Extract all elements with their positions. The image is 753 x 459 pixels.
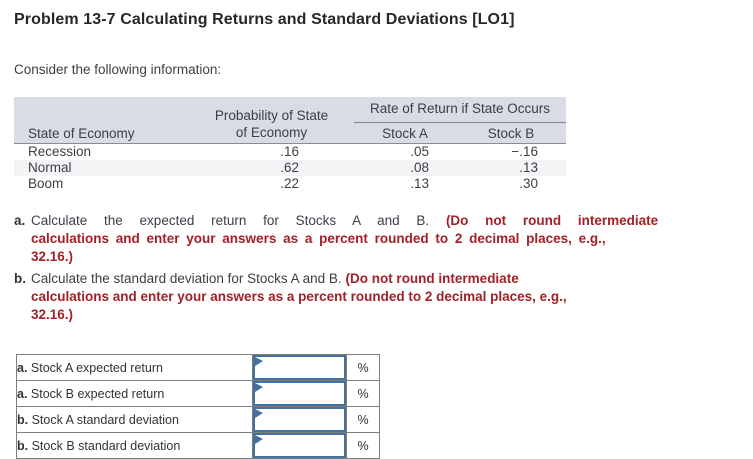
- answer-label: b. Stock B standard deviation: [16, 432, 253, 459]
- header-stock-b: Stock B: [456, 122, 567, 144]
- instruction-b-note-line1: (Do not round intermediate: [345, 271, 519, 286]
- instruction-b-note-line3: 32.16.): [31, 307, 74, 322]
- instruction-text-b: Calculate the standard deviation for Sto…: [31, 270, 734, 324]
- instruction-a-note-line2: calculations and enter your answers as a…: [31, 231, 606, 246]
- percent-sign: %: [346, 432, 380, 459]
- answer-marker: a.: [17, 360, 28, 375]
- answer-table: a. Stock A expected return % a. Stock B …: [16, 354, 380, 459]
- stock-b-expected-return-input[interactable]: [253, 381, 346, 406]
- answer-label-text: Stock B expected return: [30, 386, 165, 401]
- answer-input-cell: [252, 432, 347, 459]
- answer-label: b. Stock A standard deviation: [16, 406, 253, 433]
- probability-cell: .22: [280, 176, 299, 191]
- stock-b-cell: .13: [519, 160, 539, 175]
- instruction-b-normal: Calculate the standard deviation for Sto…: [31, 271, 346, 286]
- probability-cell: .62: [280, 160, 299, 175]
- instruction-a-note-line3: 32.16.): [31, 249, 74, 264]
- answer-row-stock-b-expected-return: a. Stock B expected return %: [16, 380, 380, 407]
- table-row-boom: Boom .22 .13 .30: [14, 176, 566, 192]
- header-probability-line1: Probability of State: [214, 108, 329, 123]
- answer-label-text: Stock A standard deviation: [31, 412, 179, 427]
- intro-text: Consider the following information:: [14, 62, 222, 77]
- header-probability: Probability of State of Economy: [189, 97, 354, 144]
- info-table-header: State of Economy Probability of State of…: [14, 97, 567, 144]
- answer-label-text: Stock A expected return: [30, 360, 163, 375]
- stock-b-cell: .30: [519, 176, 539, 191]
- stock-a-cell: .05: [410, 144, 429, 159]
- percent-sign: %: [346, 354, 380, 381]
- header-stock-a: Stock A: [354, 122, 456, 144]
- instructions: a. Calculate the expected return for Sto…: [14, 212, 734, 324]
- answer-row-stock-a-expected-return: a. Stock A expected return %: [16, 354, 380, 381]
- header-state-of-economy: State of Economy: [14, 97, 189, 144]
- answer-input-cell: [252, 406, 347, 433]
- state-cell: Boom: [28, 176, 64, 191]
- table-row-normal: Normal .62 .08 .13: [14, 160, 567, 176]
- instruction-a-note-line1: (Do not round intermediate: [445, 213, 659, 228]
- stock-b-cell: −.16: [511, 144, 539, 159]
- instruction-b-note-line2: calculations and enter your answers as a…: [31, 289, 567, 304]
- percent-sign: %: [346, 380, 380, 407]
- stock-a-expected-return-input[interactable]: [253, 355, 346, 380]
- percent-sign: %: [346, 406, 380, 433]
- stock-a-cell: .08: [410, 160, 429, 175]
- answer-marker: a.: [17, 386, 28, 401]
- instruction-a-normal: Calculate the expected return for Stocks…: [31, 213, 446, 228]
- answer-input-cell: [252, 380, 347, 407]
- table-row-recession: Recession .16 .05 −.16: [14, 144, 566, 161]
- instruction-item-a: a. Calculate the expected return for Sto…: [14, 212, 734, 266]
- answer-label: a. Stock B expected return: [16, 380, 253, 407]
- answer-row-stock-b-standard-deviation: b. Stock B standard deviation %: [16, 432, 380, 459]
- instruction-item-b: b. Calculate the standard deviation for …: [14, 270, 734, 324]
- instruction-marker-b: b.: [14, 271, 26, 286]
- answer-label-text: Stock B standard deviation: [31, 438, 181, 453]
- answer-input-cell: [252, 354, 347, 381]
- instruction-text-a: Calculate the expected return for Stocks…: [31, 212, 734, 266]
- answer-row-stock-a-standard-deviation: b. Stock A standard deviation %: [16, 406, 380, 433]
- stock-a-cell: .13: [410, 176, 429, 191]
- header-rate-of-return-span: Rate of Return if State Occurs: [354, 97, 567, 123]
- state-cell: Normal: [28, 160, 72, 175]
- state-cell: Recession: [28, 144, 92, 159]
- info-table: State of Economy Probability of State of…: [14, 97, 567, 192]
- stock-b-standard-deviation-input[interactable]: [253, 433, 346, 458]
- header-probability-line2: of Economy: [235, 125, 308, 140]
- instruction-marker-a: a.: [14, 213, 26, 228]
- page-title: Problem 13-7 Calculating Returns and Sta…: [14, 11, 515, 28]
- answer-marker: b.: [17, 438, 29, 453]
- answer-marker: b.: [17, 412, 29, 427]
- stock-a-standard-deviation-input[interactable]: [253, 407, 346, 432]
- probability-cell: .16: [280, 144, 299, 159]
- answer-label: a. Stock A expected return: [16, 354, 253, 381]
